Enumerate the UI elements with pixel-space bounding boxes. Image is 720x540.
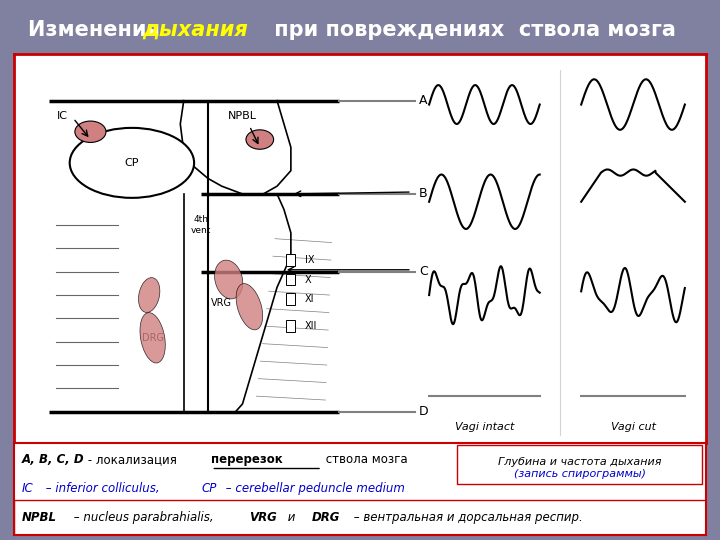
Ellipse shape [215, 260, 243, 299]
Ellipse shape [246, 130, 274, 149]
Text: Изменения: Изменения [28, 19, 168, 40]
Text: VRG: VRG [211, 298, 233, 308]
Circle shape [70, 128, 194, 198]
Bar [14, 500, 706, 535]
Text: XI: XI [305, 294, 314, 304]
Text: C: C [419, 265, 428, 278]
Text: IX: IX [305, 255, 314, 265]
Text: IC: IC [58, 111, 68, 121]
Text: CP: CP [201, 482, 217, 495]
Ellipse shape [75, 121, 106, 143]
Text: – вентральная и дорсальная респир.: – вентральная и дорсальная респир. [350, 511, 582, 524]
Text: IC: IC [22, 482, 33, 495]
Text: перерезок: перерезок [212, 453, 283, 466]
Text: дыхания: дыхания [143, 19, 248, 40]
Text: XII: XII [305, 321, 317, 331]
Bar [286, 293, 295, 305]
Text: - локализация: - локализация [84, 453, 180, 466]
Ellipse shape [140, 313, 166, 363]
Text: Vagi cut: Vagi cut [611, 422, 655, 432]
Ellipse shape [236, 284, 263, 330]
Text: D: D [419, 405, 428, 418]
Text: NPBL: NPBL [228, 111, 257, 121]
Text: при повреждениях  ствола мозга: при повреждениях ствола мозга [266, 19, 675, 40]
Text: ствола мозга: ствола мозга [322, 453, 408, 466]
Text: CP: CP [125, 158, 139, 168]
Ellipse shape [138, 278, 160, 313]
Text: A: A [419, 94, 427, 107]
Text: B: B [419, 187, 428, 200]
Text: Vagi intact: Vagi intact [455, 422, 514, 432]
Bar [286, 320, 295, 332]
Text: DRG: DRG [312, 511, 340, 524]
Text: – cerebellar peduncle medium: – cerebellar peduncle medium [222, 482, 405, 495]
Text: 4th
vent: 4th vent [191, 215, 211, 235]
Bar [286, 274, 295, 285]
Text: NPBL: NPBL [22, 511, 56, 524]
Text: DRG: DRG [142, 333, 163, 343]
Bar [286, 254, 295, 266]
Text: – nucleus parabrahialis,: – nucleus parabrahialis, [70, 511, 217, 524]
Text: и: и [284, 511, 299, 524]
Text: – inferior colliculus,: – inferior colliculus, [42, 482, 163, 495]
Text: (запись спирограммы): (запись спирограммы) [514, 469, 646, 479]
Text: X: X [305, 274, 311, 285]
Text: A, B, C, D: A, B, C, D [22, 453, 84, 466]
Text: Глубина и частота дыхания: Глубина и частота дыхания [498, 457, 662, 467]
Text: VRG: VRG [249, 511, 277, 524]
Bar [456, 444, 702, 484]
